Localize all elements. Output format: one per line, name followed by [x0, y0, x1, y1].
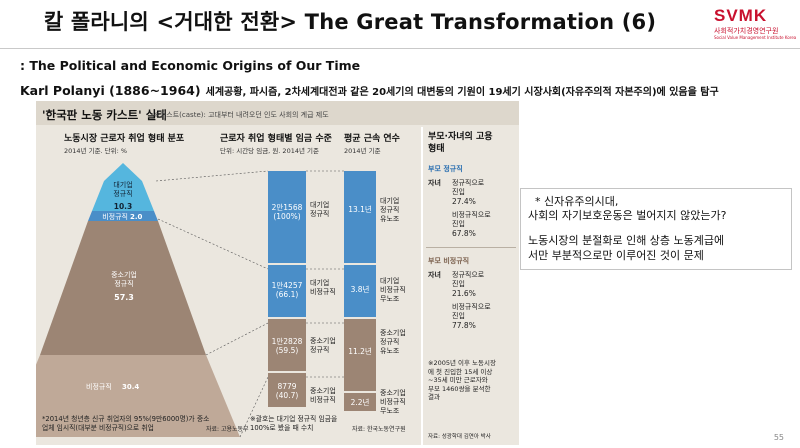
col2-subheading: 단위: 시간당 임금, 원. 2014년 기준 [220, 147, 319, 155]
pyr-value-sme-regular: 57.3 [114, 293, 134, 302]
pyr-value-large-regular: 10.3 [113, 202, 133, 211]
tenure-bar-large-nonregular [344, 265, 376, 317]
author-line: Karl Polanyi (1886~1964) 세계공황, 파시즘, 2차세계… [20, 80, 719, 99]
pyramid-segment-large-regular [92, 181, 154, 211]
col3-subheading: 2014년 기준 [344, 147, 381, 155]
col4-heading: 부모·자녀의 고용 형태 [428, 132, 493, 154]
col4-group2-b-label: 비정규직으로 진입 [452, 303, 491, 320]
wage-value-sme-regular: 1만2828 [271, 337, 303, 346]
figure-title: '한국판 노동 카스트' 실태 [42, 108, 167, 122]
page-number: 55 [773, 433, 784, 442]
connector-lines [155, 170, 344, 438]
pyr-label-large-nonregular: 비정규직 [102, 213, 128, 221]
callout-line-2: 사회의 자기보호운동은 벌어지지 않았는가? [528, 209, 727, 222]
pyr-label-sme-nonregular: 비정규직 [86, 383, 112, 391]
figure-note: ※카스트(caste): 고대부터 내려오던 인도 사회의 계급 제도 [154, 111, 329, 119]
wage-pct-large-regular: (100%) [273, 212, 301, 221]
col1-source: 자료: 고용노동부 [206, 426, 249, 433]
tenure-value-sme-nonregular: 2.2년 [350, 398, 370, 407]
wage-label-large-regular: 대기업 정규직 [310, 201, 330, 218]
col4-group1-b-label: 비정규직으로 진입 [452, 211, 491, 228]
tenure-bar-sme-regular [344, 319, 376, 391]
col1-subheading: 2014년 기준. 단위: % [64, 147, 128, 155]
figure-header-band [36, 101, 519, 125]
wage-bar-sme-regular [268, 319, 306, 371]
wage-pct-sme-nonregular: (40.7) [275, 391, 299, 400]
wage-value-large-nonregular: 1만4257 [271, 281, 303, 290]
labor-caste-infographic: '한국판 노동 카스트' 실태 ※카스트(caste): 고대부터 내려오던 인… [36, 101, 519, 445]
author-name: Karl Polanyi (1886~1964) [20, 83, 201, 98]
col4-source: 자료: 성광학대 김연아 박사 [428, 434, 491, 440]
col4-group1-b-value: 67.8% [452, 229, 476, 238]
svmk-logo: SVMK 사회적가치경영연구원 Social Value Management … [710, 6, 796, 40]
col3-heading: 평균 근속 연수 [344, 134, 400, 144]
pyr-label-sme-regular: 중소기업 정규직 [111, 271, 137, 288]
pyramid-segment-large-nonregular [88, 211, 158, 221]
col1-footnote: *2014년 청년층 신규 취업자의 95%(9만6000명)가 중소 업체 임… [42, 415, 210, 432]
pyr-label-large-regular: 대기업 정규직 [113, 181, 133, 198]
header-divider [0, 48, 800, 49]
logo-english: Social Value Management Institute Korea [714, 35, 797, 40]
col2-source: 자료: 한국노동연구원 [352, 426, 406, 433]
wage-bar-sme-nonregular [268, 373, 306, 407]
wage-bar-large-regular [268, 171, 306, 263]
wage-label-sme-regular: 중소기업 정규직 [310, 337, 336, 354]
col4-group1-a-value: 27.4% [452, 197, 476, 206]
pyramid-graphic [36, 127, 423, 445]
callout-line-3: 노동시장의 분절화로 인해 상층 노동계급에 [528, 234, 725, 247]
logo-subtitle: 사회적가치경영연구원 [714, 27, 779, 35]
col4-footnote: ※2005년 이후 노동시장 에 첫 진입한 15세 이상 ~35세 미만 근로… [428, 359, 496, 401]
tenure-value-large-nonregular: 3.8년 [350, 285, 370, 294]
pyramid-segment-sme-regular [40, 221, 206, 355]
author-description: 세계공황, 파시즘, 2차세계대전과 같은 20세기의 대변동의 기원이 19세… [205, 87, 719, 98]
col4-group1-title: 부모 정규직 [428, 165, 463, 173]
pyr-value-large-nonregular: 2.0 [130, 213, 143, 221]
wage-value-sme-nonregular: 8779 [277, 382, 297, 391]
col4-group2-a-label: 정규직으로 진입 [452, 271, 485, 288]
col4-group2-child: 자녀 [428, 271, 441, 279]
tenure-label-sme-regular: 중소기업 정규직 유노조 [380, 329, 406, 355]
tenure-label-sme-nonregular: 중소기업 비정규직 무노조 [380, 389, 406, 415]
tenure-label-large-regular: 대기업 정규직 유노조 [380, 197, 400, 223]
tenure-value-large-regular: 13.1년 [348, 205, 372, 214]
col4-group2-a-value: 21.6% [452, 289, 476, 298]
col4-group1-child: 자녀 [428, 179, 441, 187]
wage-label-sme-nonregular: 중소기업 비정규직 [310, 387, 336, 404]
tenure-bar-large-regular [344, 171, 376, 263]
col4-group2-b-value: 77.8% [452, 321, 476, 330]
pyr-value-sme-nonregular: 30.4 [122, 383, 140, 391]
callout-line-4: 서만 부분적으로만 이루어진 것이 문제 [528, 249, 704, 262]
slide-subtitle: : The Political and Economic Origins of … [20, 58, 361, 73]
wage-value-large-regular: 2만1568 [271, 203, 303, 212]
col4-separator [426, 247, 516, 248]
pyramid-segment-sme-nonregular [36, 355, 240, 437]
slide-title: 칼 폴라니의 <거대한 전환> The Great Transformation… [43, 10, 657, 34]
callout-line-1: * 신자유주의시대, [535, 195, 619, 208]
wage-pct-large-nonregular: (66.1) [275, 290, 299, 299]
wage-bar-large-nonregular [268, 265, 306, 317]
tenure-bar-sme-nonregular [344, 393, 376, 411]
tenure-value-sme-regular: 11.2년 [348, 347, 372, 356]
col4-group2-title: 부모 비정규직 [428, 257, 470, 265]
tenure-label-large-nonregular: 대기업 비정규직 무노조 [380, 277, 406, 303]
callout-box: * 신자유주의시대, 사회의 자기보호운동은 벌어지지 않았는가? 노동시장의 … [520, 188, 792, 270]
col2-heading: 근로자 취업 형태별 임금 수준 [220, 134, 332, 144]
wage-pct-sme-regular: (59.5) [275, 346, 299, 355]
col4-group1-a-label: 정규직으로 진입 [452, 179, 485, 196]
wage-label-large-nonregular: 대기업 비정규직 [310, 279, 336, 296]
col2-footnote: ※괄호는 대기업 정규직 임금을 100%로 봤을 때 수치 [250, 415, 338, 432]
logo-mark: SVMK [714, 6, 768, 25]
col1-heading: 노동시장 근로자 취업 형태 분포 [64, 134, 185, 144]
pyramid-tip [104, 163, 142, 181]
